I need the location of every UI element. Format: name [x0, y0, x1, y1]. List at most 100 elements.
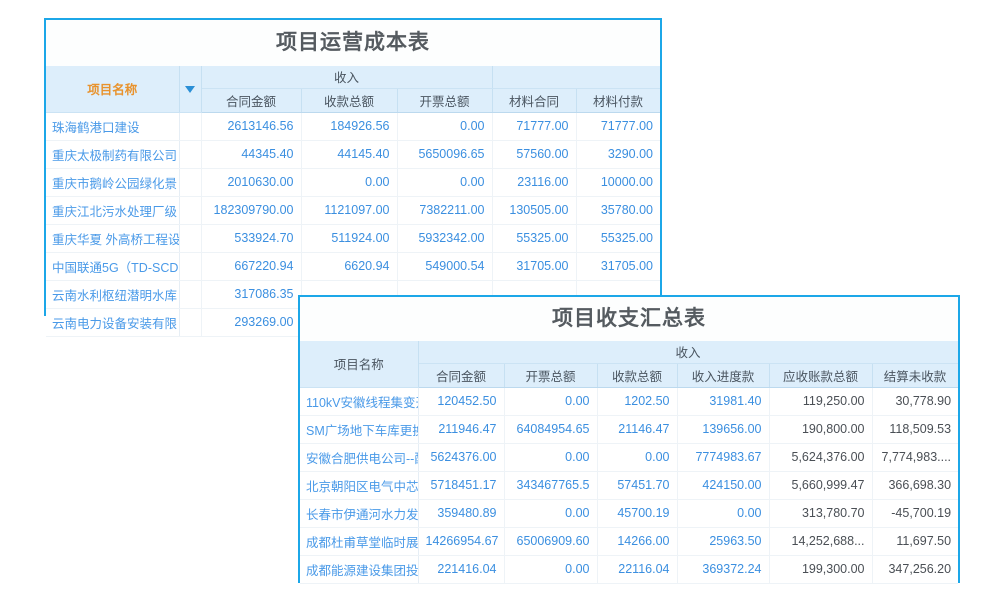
- cell-value[interactable]: 5932342.00: [397, 224, 493, 253]
- cell-value[interactable]: 55325.00: [576, 224, 660, 253]
- cell-value[interactable]: 45700.19: [597, 499, 678, 528]
- table-scroll-region[interactable]: 项目名称 收入 合同金额 收款总额 开票总额 材料合同 材料付款 珠海鹤港口建设…: [46, 66, 660, 337]
- cell-project-name[interactable]: 珠海鹤港口建设: [46, 112, 180, 141]
- cell-project-name[interactable]: 成都杜甫草堂临时展厅独立: [300, 527, 419, 556]
- cell-value[interactable]: 549000.54: [397, 252, 493, 281]
- cell-value[interactable]: 7382211.00: [397, 196, 493, 225]
- cell-value[interactable]: 25963.50: [677, 527, 770, 556]
- cell-value[interactable]: 0.00: [397, 112, 493, 141]
- cell-value[interactable]: 10000.00: [576, 168, 660, 197]
- cell-value[interactable]: 511924.00: [301, 224, 398, 253]
- cell-value[interactable]: 44145.40: [301, 140, 398, 169]
- table-row[interactable]: 重庆江北污水处理厂级 182309790.00 1121097.00 7382211.…: [46, 196, 660, 225]
- cell-value[interactable]: 0.00: [504, 443, 598, 472]
- table-row[interactable]: 110kV安徽线程集变开断线120452.500.001202.5031981.…: [300, 387, 958, 416]
- cell-value[interactable]: 211946.47: [418, 415, 505, 444]
- cell-value[interactable]: 0.00: [504, 387, 598, 416]
- column-header-contract-amount-2[interactable]: 合同金额: [418, 363, 505, 388]
- cell-value[interactable]: 22116.04: [597, 555, 678, 584]
- cell-project-name[interactable]: 云南电力设备安装有限: [46, 308, 180, 337]
- cell-project-name[interactable]: 重庆太极制药有限公司: [46, 140, 180, 169]
- cell-project-name[interactable]: 云南水利枢纽潜明水库: [46, 280, 180, 309]
- cell-value[interactable]: 30,778.90: [872, 387, 958, 416]
- cell-value[interactable]: 366,698.30: [872, 471, 958, 500]
- cell-project-name[interactable]: 110kV安徽线程集变开断线: [300, 387, 419, 416]
- cell-value[interactable]: 0.00: [301, 168, 398, 197]
- cell-value[interactable]: 57451.70: [597, 471, 678, 500]
- cell-value[interactable]: 667220.94: [201, 252, 302, 281]
- cell-project-name[interactable]: 中国联通5G（TD-SCD: [46, 252, 180, 281]
- cell-value[interactable]: 5650096.65: [397, 140, 493, 169]
- cell-value[interactable]: 347,256.20: [872, 555, 958, 584]
- column-header-invoiced-total[interactable]: 开票总额: [397, 88, 493, 113]
- cell-value[interactable]: 1202.50: [597, 387, 678, 416]
- cell-value[interactable]: 11,697.50: [872, 527, 958, 556]
- column-header-received-total-2[interactable]: 收款总额: [597, 363, 678, 388]
- cell-value[interactable]: 359480.89: [418, 499, 505, 528]
- cell-value[interactable]: 2010630.00: [201, 168, 302, 197]
- cell-value[interactable]: 139656.00: [677, 415, 770, 444]
- table-row[interactable]: 北京朝阳区电气中芯特气系统5718451.17343467765.557451.…: [300, 471, 958, 500]
- cell-value[interactable]: 0.00: [677, 499, 770, 528]
- cell-value[interactable]: 71777.00: [576, 112, 660, 141]
- cell-value[interactable]: 0.00: [504, 499, 598, 528]
- cell-project-name[interactable]: SM广场地下车库更换摄像机: [300, 415, 419, 444]
- cell-value[interactable]: 0.00: [397, 168, 493, 197]
- column-header-receivable-total[interactable]: 应收账款总额: [769, 363, 873, 388]
- table-row[interactable]: 重庆华夏 外高桥工程设 533924.70 511924.00 5932342.00 5…: [46, 224, 660, 253]
- table-row[interactable]: 长春市伊通河水力发电厂改造359480.890.0045700.190.0031…: [300, 499, 958, 528]
- cell-value[interactable]: 7,774,983....: [872, 443, 958, 472]
- cell-value[interactable]: 119,250.00: [769, 387, 873, 416]
- chevron-down-icon[interactable]: [179, 66, 202, 113]
- cell-value[interactable]: 71777.00: [492, 112, 577, 141]
- column-header-invoiced-total-2[interactable]: 开票总额: [504, 363, 598, 388]
- cell-value[interactable]: 313,780.70: [769, 499, 873, 528]
- cell-value[interactable]: 55325.00: [492, 224, 577, 253]
- cell-value[interactable]: 6620.94: [301, 252, 398, 281]
- column-header-contract-amount[interactable]: 合同金额: [201, 88, 302, 113]
- cell-value[interactable]: 293269.00: [201, 308, 302, 337]
- cell-value[interactable]: 35780.00: [576, 196, 660, 225]
- table-row[interactable]: 珠海鹤港口建设 2613146.56 184926.56 0.00 71777.00 71…: [46, 112, 660, 141]
- cell-value[interactable]: 120452.50: [418, 387, 505, 416]
- table-scroll-region-secondary[interactable]: 项目名称 收入 合同金额 开票总额 收款总额 收入进度款 应收账款总额 结算未收…: [300, 341, 958, 584]
- cell-value[interactable]: 21146.47: [597, 415, 678, 444]
- column-header-income-progress[interactable]: 收入进度款: [677, 363, 770, 388]
- column-header-received-total[interactable]: 收款总额: [301, 88, 398, 113]
- table-row[interactable]: 重庆太极制药有限公司 44345.40 44145.40 5650096.65 5756…: [46, 140, 660, 169]
- table-row[interactable]: 安徽合肥供电公司--配电设备5624376.000.000.007774983.…: [300, 443, 958, 472]
- cell-value[interactable]: 14266.00: [597, 527, 678, 556]
- cell-value[interactable]: 1121097.00: [301, 196, 398, 225]
- cell-value[interactable]: 199,300.00: [769, 555, 873, 584]
- cell-value[interactable]: 5718451.17: [418, 471, 505, 500]
- column-header-settlement-unreceived[interactable]: 结算未收款: [872, 363, 958, 388]
- cell-project-name[interactable]: 长春市伊通河水力发电厂改造: [300, 499, 419, 528]
- cell-value[interactable]: 3290.00: [576, 140, 660, 169]
- table-row[interactable]: 成都能源建设集团投资有限221416.040.0022116.04369372.…: [300, 555, 958, 584]
- cell-project-name[interactable]: 重庆江北污水处理厂级: [46, 196, 180, 225]
- table-row[interactable]: 成都杜甫草堂临时展厅独立14266954.6765006909.6014266.…: [300, 527, 958, 556]
- cell-project-name[interactable]: 北京朝阳区电气中芯特气系统: [300, 471, 419, 500]
- cell-value[interactable]: 14266954.67: [418, 527, 505, 556]
- cell-value[interactable]: 5,660,999.47: [769, 471, 873, 500]
- cell-value[interactable]: 424150.00: [677, 471, 770, 500]
- table-row[interactable]: 重庆市鹅岭公园绿化景 2010630.00 0.00 0.00 23116.00 1000…: [46, 168, 660, 197]
- cell-value[interactable]: 65006909.60: [504, 527, 598, 556]
- cell-value[interactable]: 31981.40: [677, 387, 770, 416]
- cell-value[interactable]: 14,252,688...: [769, 527, 873, 556]
- cell-value[interactable]: 0.00: [504, 555, 598, 584]
- cell-value[interactable]: 118,509.53: [872, 415, 958, 444]
- column-header-project-name-secondary[interactable]: 项目名称: [300, 341, 419, 388]
- cell-value[interactable]: 64084954.65: [504, 415, 598, 444]
- cell-value[interactable]: 130505.00: [492, 196, 577, 225]
- cell-value[interactable]: 5,624,376.00: [769, 443, 873, 472]
- cell-value[interactable]: 317086.35: [201, 280, 302, 309]
- cell-project-name[interactable]: 成都能源建设集团投资有限: [300, 555, 419, 584]
- column-header-project-name[interactable]: 项目名称: [46, 66, 180, 113]
- cell-value[interactable]: 2613146.56: [201, 112, 302, 141]
- cell-value[interactable]: 533924.70: [201, 224, 302, 253]
- cell-value[interactable]: 5624376.00: [418, 443, 505, 472]
- cell-value[interactable]: 7774983.67: [677, 443, 770, 472]
- cell-project-name[interactable]: 重庆华夏 外高桥工程设: [46, 224, 180, 253]
- cell-value[interactable]: 44345.40: [201, 140, 302, 169]
